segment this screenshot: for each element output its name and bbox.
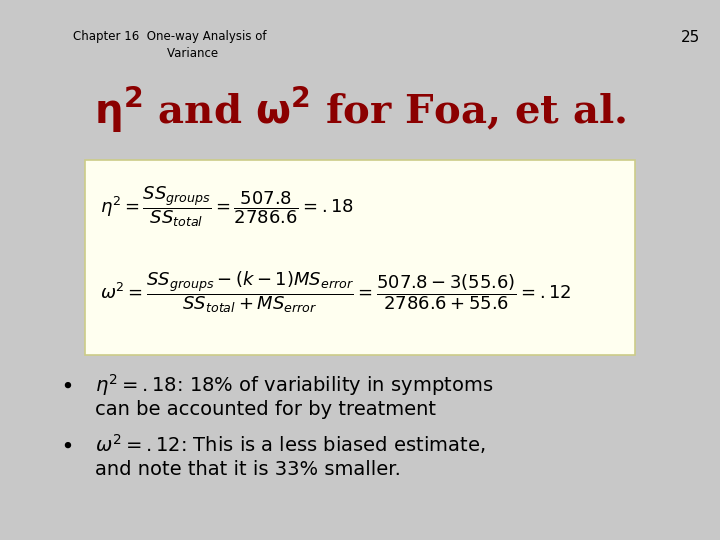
Text: $\omega^2 = .12$: This is a less biased estimate,: $\omega^2 = .12$: This is a less biased … [95, 432, 485, 456]
Text: Chapter 16  One-way Analysis of
            Variance: Chapter 16 One-way Analysis of Variance [73, 30, 266, 60]
Text: $\bullet$: $\bullet$ [60, 375, 72, 395]
FancyBboxPatch shape [85, 160, 635, 355]
Text: $\eta^2 = \dfrac{SS_{groups}}{SS_{total}} = \dfrac{507.8}{2786.6} = .18$: $\eta^2 = \dfrac{SS_{groups}}{SS_{total}… [100, 185, 354, 230]
Text: can be accounted for by treatment: can be accounted for by treatment [95, 400, 436, 419]
Text: $\bullet$: $\bullet$ [60, 435, 72, 455]
Text: $\mathbf{\eta^2}$ and $\mathbf{\omega^2}$ for Foa, et al.: $\mathbf{\eta^2}$ and $\mathbf{\omega^2}… [94, 85, 626, 135]
Text: $\eta^2 = .18$: 18% of variability in symptoms: $\eta^2 = .18$: 18% of variability in sy… [95, 372, 493, 398]
Text: 25: 25 [680, 30, 700, 45]
Text: and note that it is 33% smaller.: and note that it is 33% smaller. [95, 460, 401, 479]
Text: $\omega^2 = \dfrac{SS_{groups} - (k-1)MS_{error}}{SS_{total} + MS_{error}} = \df: $\omega^2 = \dfrac{SS_{groups} - (k-1)MS… [100, 270, 572, 315]
